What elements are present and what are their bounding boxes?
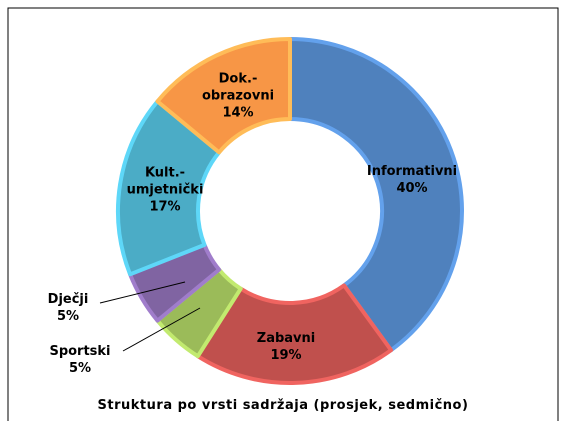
slice-label: Sportski 5% — [45, 343, 115, 377]
chart-title: Struktura po vrsti sadržaja (prosjek, se… — [97, 398, 469, 413]
leader-line — [122, 307, 201, 352]
value-label: 40% — [396, 181, 428, 196]
value-label: 5% — [56, 309, 80, 324]
value-label: 5% — [68, 361, 92, 376]
donut-slice — [195, 283, 394, 385]
slice-label: Informativni 40% — [362, 163, 462, 197]
value-label: 19% — [270, 348, 302, 363]
category-label: Dok.-obrazovni — [201, 71, 275, 104]
leader-line — [99, 281, 186, 304]
donut-slice — [288, 37, 464, 353]
category-label: Zabavni — [256, 331, 316, 346]
slice-label: Kult.-umjetnički 17% — [125, 165, 205, 216]
category-label: Informativni — [366, 164, 458, 179]
frame — [7, 7, 559, 421]
category-label: Sportski — [49, 344, 111, 359]
category-label: Kult.-umjetnički — [126, 165, 204, 198]
category-label: Dječji — [47, 292, 89, 307]
slice-label: Zabavni 19% — [236, 330, 336, 364]
slice-label: Dječji 5% — [38, 291, 98, 325]
slice-label: Dok.-obrazovni 14% — [198, 71, 278, 122]
value-label: 17% — [149, 199, 181, 215]
value-label: 14% — [222, 105, 254, 121]
donut-slice — [155, 37, 292, 155]
